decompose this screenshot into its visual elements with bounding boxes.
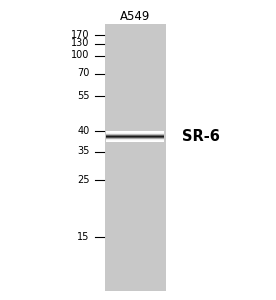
Text: 40: 40	[78, 125, 90, 136]
Text: 70: 70	[77, 68, 90, 79]
Text: 100: 100	[71, 50, 90, 61]
Text: 130: 130	[71, 38, 90, 49]
Text: 15: 15	[77, 232, 90, 242]
Text: 170: 170	[71, 29, 90, 40]
Text: 55: 55	[77, 91, 90, 101]
Bar	[105, 24, 166, 291]
Text: 25: 25	[77, 175, 90, 185]
Text: 35: 35	[77, 146, 90, 157]
Text: SR-6: SR-6	[182, 129, 220, 144]
Text: A549: A549	[120, 10, 150, 23]
